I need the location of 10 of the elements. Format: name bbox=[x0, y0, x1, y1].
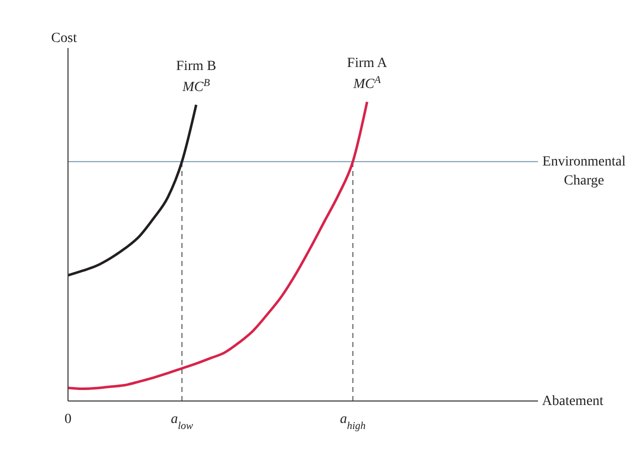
x-tick-label: a$_{high}$ bbox=[340, 412, 366, 432]
text: MC$^{A}$ bbox=[352, 74, 382, 92]
x-tick-label: 0 bbox=[64, 412, 72, 427]
y-axis-title: Cost bbox=[51, 31, 77, 46]
ref-line-label: Environmental Charge bbox=[542, 154, 626, 189]
text: Firm B bbox=[176, 58, 216, 74]
text: MC$^{B}$ bbox=[181, 77, 210, 95]
x-axis-title: Abatement bbox=[542, 394, 604, 409]
x-tick-label: a$_{low}$ bbox=[170, 412, 194, 432]
text: Firm A bbox=[347, 56, 388, 71]
